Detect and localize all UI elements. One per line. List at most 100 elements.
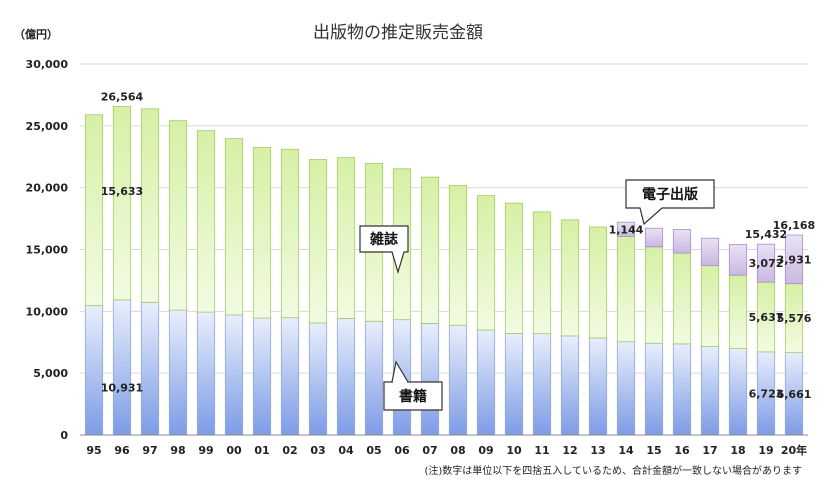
- bar-magazines: [140, 108, 160, 303]
- x-tick-label: 19: [758, 444, 773, 457]
- x-tick-label: 95: [86, 444, 101, 457]
- x-tick-label: 16: [674, 444, 690, 457]
- callout: 電子出版: [625, 179, 715, 226]
- data-label: 10,931: [101, 382, 143, 395]
- bar-digital: [756, 243, 776, 283]
- bar-books: [672, 343, 692, 436]
- callout: 雑誌: [359, 225, 409, 275]
- bar-magazines: [672, 252, 692, 345]
- y-tick-label: 10,000: [26, 305, 69, 318]
- data-label: 6,723: [749, 387, 784, 400]
- bar-books: [644, 342, 664, 436]
- x-tick-label: 99: [198, 444, 213, 457]
- callout-label: 雑誌: [369, 231, 398, 248]
- x-tick-label: 20年: [781, 443, 807, 457]
- chart-title: 出版物の推定販売金額: [313, 23, 483, 43]
- bar-digital: [700, 237, 720, 266]
- bar-books: [588, 337, 608, 436]
- bar-magazines: [336, 157, 356, 319]
- data-labels: 10,931 15,633 26,564 1,144 6,723 5,637 3,072 15…: [101, 90, 815, 400]
- bar-books: [700, 346, 720, 436]
- bar-magazines: [112, 106, 132, 301]
- data-label: 3,931: [777, 253, 812, 266]
- bar-books: [196, 311, 216, 436]
- data-label: 15,432: [745, 228, 787, 241]
- data-label: 5,576: [777, 312, 812, 325]
- y-tick-label: 15,000: [26, 244, 69, 257]
- bar-magazines: [728, 274, 748, 349]
- bar-digital: [784, 234, 804, 285]
- bar-magazines: [700, 265, 720, 347]
- data-label: 6,661: [777, 388, 812, 401]
- x-tick-label: 18: [730, 444, 745, 457]
- bar-magazines: [644, 246, 664, 344]
- bar-books: [224, 314, 244, 436]
- callout-box: [359, 225, 409, 275]
- x-tick-label: 96: [114, 444, 130, 457]
- x-tick-label: 04: [338, 444, 354, 457]
- x-tick-label: 05: [366, 444, 381, 457]
- bar-books: [616, 341, 636, 436]
- bar-magazines: [504, 202, 524, 334]
- x-tick-label: 10: [506, 444, 522, 457]
- bar-magazines: [308, 159, 328, 324]
- y-tick-label: 0: [60, 429, 68, 442]
- x-tick-label: 09: [478, 444, 493, 457]
- x-tick-label: 08: [450, 444, 465, 457]
- bar-magazines: [280, 148, 300, 319]
- bar-digital: [672, 229, 692, 254]
- data-label: 1,144: [609, 223, 644, 236]
- bar-books: [308, 322, 328, 436]
- bar-books: [280, 317, 300, 436]
- data-label: 16,168: [773, 219, 815, 232]
- bar-magazines: [420, 176, 440, 324]
- bar-books: [140, 301, 160, 436]
- bar-books: [420, 322, 440, 436]
- callout-pointer: [391, 360, 409, 383]
- bar-magazines: [560, 219, 580, 337]
- y-axis-ticks: 0 5,000 10,000 15,000 20,000 25,000 30,000: [26, 58, 69, 442]
- bar-books: [448, 324, 468, 436]
- data-label: 5,637: [749, 311, 784, 324]
- x-tick-label: 17: [702, 444, 717, 457]
- x-axis-ticks: 95 96 97 98 99 00 01 02 03 04 05 06 07 08 09 10 11 12 13 14…: [86, 443, 807, 457]
- callout-label: 書籍: [399, 388, 427, 405]
- x-tick-label: 13: [590, 444, 605, 457]
- x-tick-label: 07: [422, 444, 437, 457]
- bar-books: [364, 320, 384, 436]
- bar-magazines: [84, 114, 104, 306]
- y-tick-label: 20,000: [26, 182, 69, 195]
- y-tick-label: 30,000: [26, 58, 69, 71]
- bar-books: [560, 335, 580, 436]
- bar-magazines: [476, 195, 496, 331]
- x-tick-label: 01: [254, 444, 269, 457]
- data-label: 26,564: [101, 90, 144, 103]
- bar-magazines: [168, 120, 188, 311]
- bar-books: [728, 348, 748, 436]
- bar-magazines: [532, 211, 552, 335]
- bar-digital: [644, 227, 664, 248]
- x-tick-label: 06: [394, 444, 410, 457]
- x-tick-label: 14: [618, 444, 634, 457]
- bar-books: [84, 305, 104, 436]
- callout-label: 電子出版: [642, 186, 698, 203]
- y-tick-label: 25,000: [26, 120, 69, 133]
- bar-digital: [728, 244, 748, 276]
- bar-books: [252, 317, 272, 436]
- bar-books: [336, 317, 356, 436]
- data-label: 15,633: [101, 185, 143, 198]
- bar-books: [532, 333, 552, 436]
- bar-magazines: [252, 147, 272, 319]
- bar-magazines: [224, 138, 244, 316]
- callout-box: [383, 381, 443, 411]
- y-axis-unit: （億円）: [14, 27, 58, 41]
- footnote: (注)数字は単位以下を四捨五入しているため、合計金額が一致しない場合があります: [424, 464, 802, 477]
- x-tick-label: 00: [226, 444, 242, 457]
- bars: [84, 106, 804, 436]
- bar-magazines: [588, 226, 608, 339]
- bar-books: [112, 299, 132, 436]
- x-tick-label: 98: [170, 444, 185, 457]
- bar-books: [168, 309, 188, 436]
